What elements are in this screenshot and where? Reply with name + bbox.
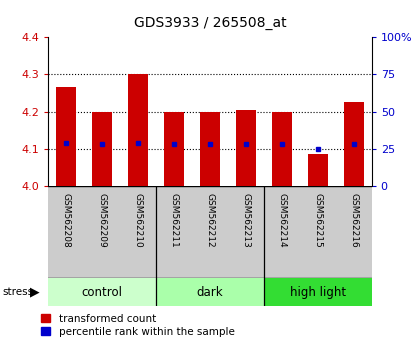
- Text: GSM562208: GSM562208: [62, 193, 71, 248]
- Bar: [344, 102, 364, 186]
- Text: control: control: [82, 286, 123, 298]
- Text: GSM562215: GSM562215: [313, 193, 322, 248]
- Bar: [48, 278, 156, 306]
- Bar: [164, 112, 184, 186]
- Text: GSM562213: GSM562213: [241, 193, 250, 248]
- Text: ▶: ▶: [30, 286, 40, 298]
- Bar: [272, 112, 292, 186]
- Bar: [128, 74, 148, 186]
- Text: dark: dark: [197, 286, 223, 298]
- Bar: [200, 112, 220, 186]
- Text: GSM562210: GSM562210: [134, 193, 143, 248]
- Bar: [56, 87, 76, 186]
- Text: GSM562212: GSM562212: [205, 193, 215, 248]
- Legend: transformed count, percentile rank within the sample: transformed count, percentile rank withi…: [39, 312, 236, 339]
- Text: GSM562214: GSM562214: [277, 193, 286, 248]
- Text: GSM562216: GSM562216: [349, 193, 358, 248]
- Text: high light: high light: [290, 286, 346, 298]
- Text: GSM562209: GSM562209: [98, 193, 107, 248]
- Bar: [308, 154, 328, 186]
- Bar: [92, 112, 112, 186]
- Bar: [236, 110, 256, 186]
- Text: GDS3933 / 265508_at: GDS3933 / 265508_at: [134, 16, 286, 30]
- Bar: [264, 278, 372, 306]
- Text: GSM562211: GSM562211: [170, 193, 178, 248]
- Bar: [156, 278, 264, 306]
- Text: stress: stress: [2, 287, 33, 297]
